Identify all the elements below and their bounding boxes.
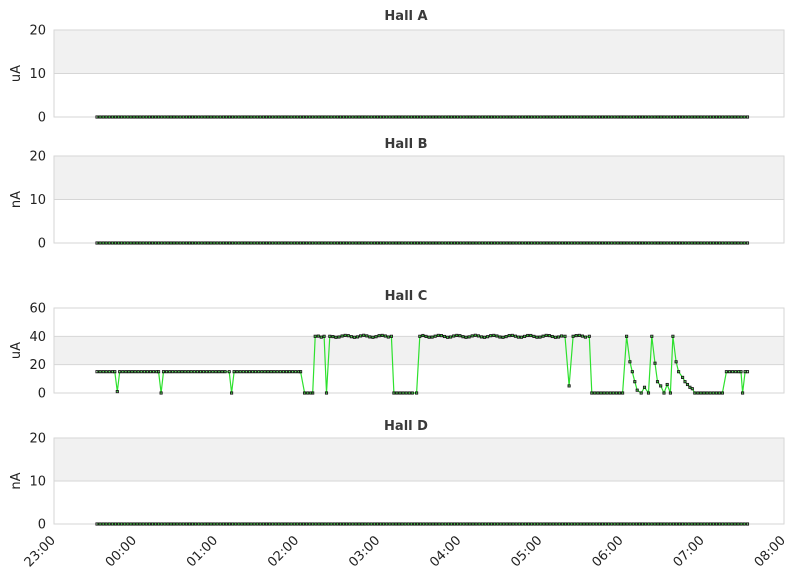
series-markers [95,241,750,245]
x-tick-label: 05:00 [508,533,545,570]
y-tick-label: 0 [38,387,46,402]
y-axis-unit: nA [9,191,24,208]
plot-band [54,156,784,200]
series-markers [95,333,750,395]
x-tick-label: 02:00 [265,533,302,570]
plot-band [54,199,784,243]
y-tick-label: 10 [29,67,46,82]
y-tick-label: 60 [29,302,46,317]
plot-area [53,307,785,394]
chart-title: Hall A [384,9,427,24]
y-tick-label: 20 [29,24,46,39]
y-axis-unit: uA [9,65,24,82]
y-tick-label: 0 [38,111,46,126]
plot-band [54,481,784,524]
plot-band [54,438,784,481]
chart-title: Hall C [385,289,428,304]
y-tick-label: 0 [38,237,46,252]
x-tick-label: 23:00 [22,533,59,570]
y-axis-unit: nA [9,472,24,489]
y-tick-label: 20 [29,150,46,165]
plot-band [54,73,784,117]
x-tick-label: 01:00 [184,533,221,570]
x-tick-label: 03:00 [346,533,383,570]
plot-band [54,308,784,337]
chart-title: Hall B [385,137,428,152]
x-tick-label: 07:00 [671,533,708,570]
y-tick-label: 10 [29,193,46,208]
series-markers [95,522,750,526]
x-tick-label: 08:00 [752,533,789,570]
y-axis-unit: uA [9,342,24,359]
x-tick-label: 04:00 [427,533,464,570]
y-tick-label: 40 [29,330,46,345]
y-tick-label: 20 [29,432,46,447]
plot-band [54,30,784,74]
x-tick-label: 00:00 [103,533,140,570]
chart-title: Hall D [384,419,428,434]
plot-band [54,364,784,393]
x-tick-label: 06:00 [590,533,627,570]
y-tick-label: 20 [29,358,46,373]
y-tick-label: 10 [29,475,46,490]
series-markers [95,115,750,119]
y-tick-label: 0 [38,518,46,533]
